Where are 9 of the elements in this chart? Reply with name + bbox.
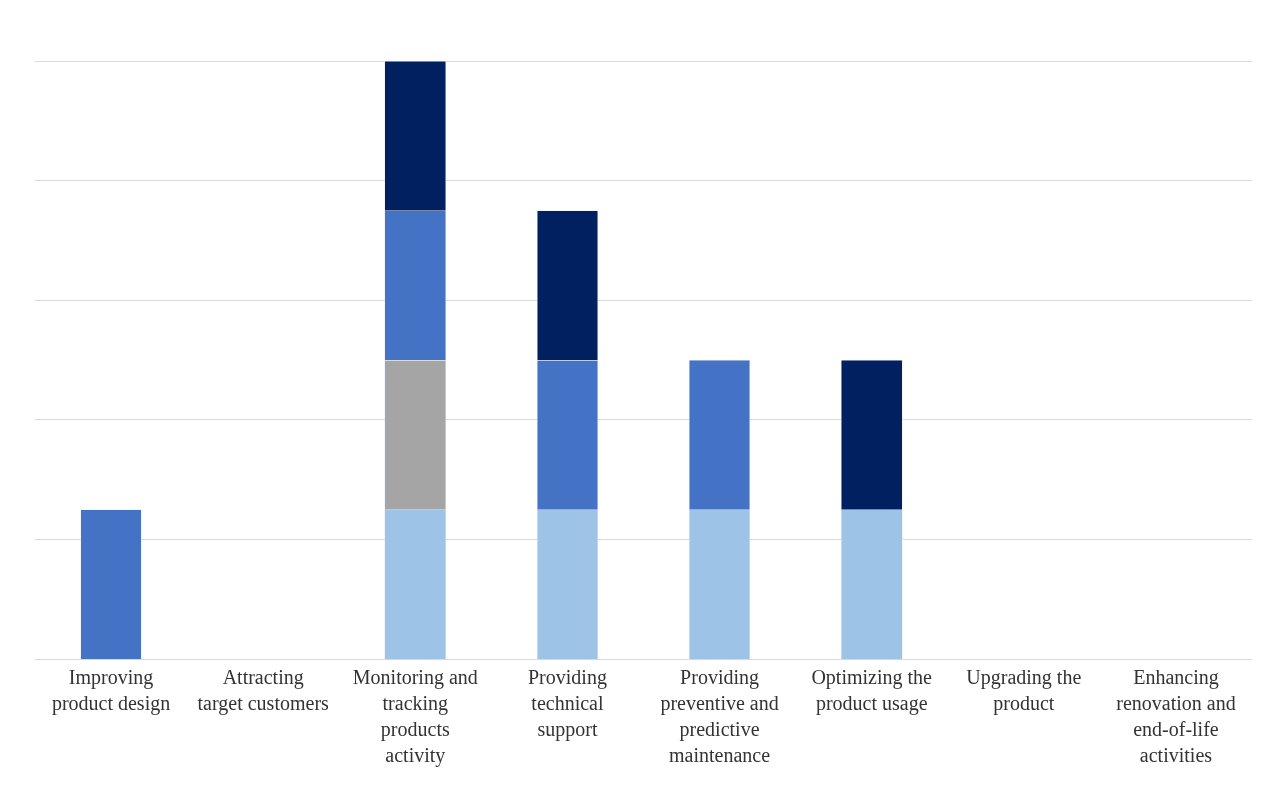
- bar: [80, 509, 142, 659]
- x-tick-label: Upgrading the product: [966, 666, 1082, 715]
- x-tick-label: Attracting target customers: [197, 666, 330, 715]
- x-tick-label: Providing technical support: [527, 666, 607, 741]
- x-tick-label: Providing preventive and predictive maintenance: [660, 666, 779, 766]
- x-tick-label: Monitoring and tracking products activity: [352, 666, 478, 767]
- x-tick-label: Optimizing the product usage: [811, 666, 933, 715]
- x-tick-label: Improving product design: [51, 666, 171, 715]
- x-tick-label: Enhancing renovation and end-of-life activities: [1116, 666, 1236, 766]
